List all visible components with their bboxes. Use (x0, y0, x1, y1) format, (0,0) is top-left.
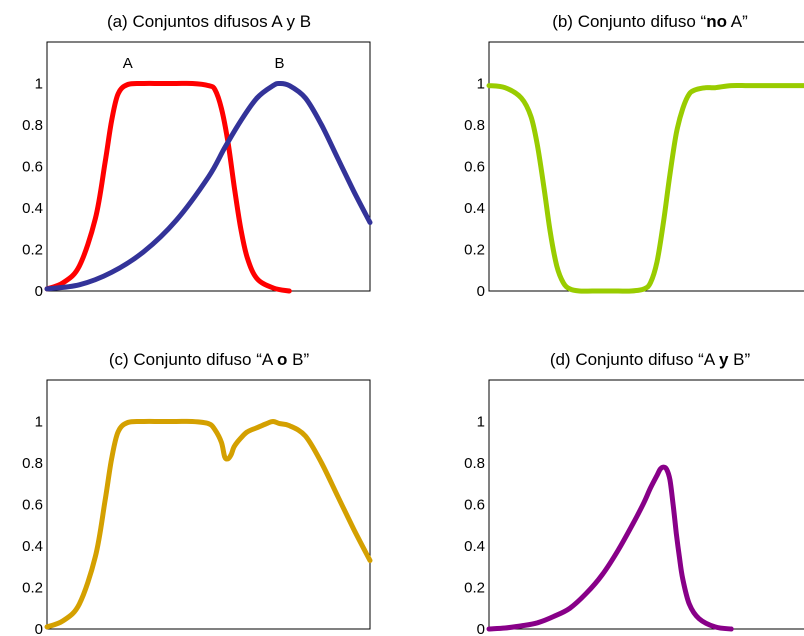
series-line-b (44, 80, 373, 292)
chart-title: (a) Conjuntos difusos A y B (107, 12, 311, 31)
series-label-b: B (275, 55, 285, 72)
chart-title: (b) Conjunto difuso “no A” (552, 12, 748, 31)
series-label-a: A (123, 55, 133, 72)
y-tick-label: 1 (477, 76, 485, 93)
y-tick-label: 1 (35, 414, 43, 431)
y-tick-label: 0.4 (22, 538, 43, 555)
y-tick-label: 0.8 (464, 117, 485, 134)
y-tick-label: 0 (477, 621, 485, 636)
chart-title-part: (c) Conjunto difuso “A (109, 350, 277, 369)
y-tick-label: 0.2 (22, 580, 43, 597)
chart-title-part: y (719, 350, 729, 369)
chart-panel-b: (b) Conjunto difuso “no A” 0 0.2 0.4 0.6 0.8 1 (464, 12, 804, 300)
plot-frame (46, 41, 371, 292)
series-line (44, 418, 373, 630)
y-tick-label: 0.2 (22, 242, 43, 259)
chart-title-part: (b) Conjunto difuso “ (552, 12, 706, 31)
chart-title: (c) Conjunto difuso “A o B” (109, 350, 310, 369)
series-line (486, 82, 804, 294)
y-tick-label: 0.6 (464, 497, 485, 514)
y-tick-label: 1 (35, 76, 43, 93)
y-tick-label: 0.8 (464, 455, 485, 472)
y-tick-label: 0.4 (22, 200, 43, 217)
chart-panel-c: (c) Conjunto difuso “A o B” 0 0.2 0.4 0.6 0.8… (22, 350, 373, 636)
y-tick-label: 0.8 (22, 117, 43, 134)
y-tick-label: 0.4 (464, 538, 485, 555)
chart-title-part: B” (287, 350, 309, 369)
y-tick-label: 0.2 (464, 242, 485, 259)
y-tick-label: 0.4 (464, 200, 485, 217)
series-line-a (44, 80, 292, 294)
y-tick-label: 0.6 (22, 159, 43, 176)
chart-title-part: o (277, 350, 287, 369)
chart-title-part: A” (727, 12, 748, 31)
chart-panel-a: (a) Conjuntos difusos A y B 0 0.2 0.4 0.6 0.8… (22, 12, 373, 300)
chart-title: (d) Conjunto difuso “A y B” (550, 350, 751, 369)
y-tick-label: 0 (35, 283, 43, 300)
y-tick-label: 0.8 (22, 455, 43, 472)
chart-title-part: (d) Conjunto difuso “A (550, 350, 719, 369)
y-tick-label: 0 (35, 621, 43, 636)
y-tick-label: 0.6 (464, 159, 485, 176)
plot-frame (46, 379, 371, 630)
y-tick-label: 1 (477, 414, 485, 431)
y-tick-label: 0.6 (22, 497, 43, 514)
chart-title-part: no (706, 12, 727, 31)
chart-panel-d: (d) Conjunto difuso “A y B” 0 0.2 0.4 0.6 0.8… (464, 350, 804, 636)
plot-frame (488, 379, 804, 630)
plot-frame (488, 41, 804, 292)
chart-title-part: B” (728, 350, 750, 369)
y-tick-label: 0 (477, 283, 485, 300)
y-tick-label: 0.2 (464, 580, 485, 597)
chart-title-part: (a) Conjuntos difusos A y B (107, 12, 311, 31)
series-line (486, 464, 734, 632)
